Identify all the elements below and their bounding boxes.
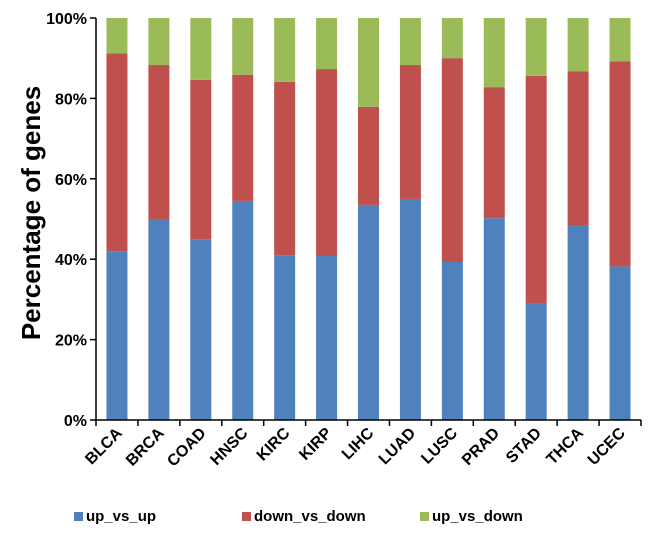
y-tick-label: 40% [55, 252, 87, 269]
legend-label-up-vs-up: up_vs_up [86, 508, 156, 525]
legend-label-up-vs-down: up_vs_down [432, 508, 523, 525]
bar-stad-down-vs-down [525, 75, 547, 304]
bar-prad-down-vs-down [483, 87, 505, 219]
bar-ucec-up-vs-down [609, 18, 631, 62]
x-category-label: UCEC [585, 424, 629, 468]
legend-label-down-vs-down: down_vs_down [254, 508, 366, 525]
bar-hnsc-down-vs-down [232, 74, 254, 201]
bar-stad-up-vs-down [525, 18, 547, 76]
bar-kirc-down-vs-down [274, 81, 296, 256]
bar-prad-up-vs-up [483, 218, 505, 420]
legend-swatch-up-vs-up [74, 512, 83, 521]
bar-luad-down-vs-down [399, 65, 421, 199]
bar-hnsc-up-vs-down [232, 18, 254, 75]
bar-prad-up-vs-down [483, 18, 505, 88]
bar-blca-up-vs-down [106, 18, 128, 54]
x-category-label: LIHC [339, 424, 378, 463]
bar-lusc-up-vs-up [441, 262, 463, 420]
bar-lusc-down-vs-down [441, 58, 463, 263]
y-tick-label: 0% [64, 413, 87, 430]
bars-layer [106, 18, 631, 420]
bar-ucec-down-vs-down [609, 61, 631, 267]
bar-thca-up-vs-down [567, 18, 589, 72]
bar-brca-down-vs-down [148, 65, 170, 219]
bar-thca-down-vs-down [567, 71, 589, 226]
legend-swatch-up-vs-down [420, 512, 429, 521]
x-category-label: THCA [544, 424, 588, 468]
x-category-label: LUAD [376, 425, 419, 468]
bar-brca-up-vs-up [148, 219, 170, 420]
bar-coad-up-vs-down [190, 18, 212, 80]
bar-blca-up-vs-up [106, 251, 128, 420]
bar-luad-up-vs-down [399, 18, 421, 66]
x-category-label: HNSC [207, 424, 251, 468]
legend: up_vs_up down_vs_down up_vs_down [74, 508, 523, 525]
x-category-label: KIRP [296, 425, 335, 464]
bar-kirc-up-vs-up [274, 255, 296, 420]
bar-stad-up-vs-up [525, 303, 547, 420]
bar-hnsc-up-vs-up [232, 200, 254, 420]
x-category-label: PRAD [459, 425, 503, 469]
x-category-label: BLCA [82, 424, 126, 468]
bar-blca-down-vs-down [106, 53, 128, 252]
bar-brca-up-vs-down [148, 18, 170, 66]
y-tick-label: 80% [55, 91, 87, 108]
bar-lihc-up-vs-up [358, 204, 379, 420]
y-tick-label: 20% [55, 333, 87, 350]
bar-kirp-up-vs-down [316, 18, 338, 70]
x-category-label: STAD [503, 425, 545, 467]
bar-kirc-up-vs-down [274, 18, 296, 82]
bar-luad-up-vs-up [399, 198, 421, 420]
x-category-label: LUSC [418, 424, 461, 467]
y-tick-label: 60% [55, 172, 87, 189]
x-category-label: BRCA [123, 424, 168, 469]
x-category-label: COAD [164, 425, 209, 470]
bar-coad-up-vs-up [190, 239, 212, 420]
x-category-label: KIRC [254, 424, 294, 464]
y-axis-ticks: 0% 20% 40% 60% 80% 100% [46, 11, 96, 430]
bar-lusc-up-vs-down [441, 18, 463, 59]
bar-coad-down-vs-down [190, 79, 212, 240]
y-tick-label: 100% [46, 11, 87, 28]
bar-kirp-down-vs-down [316, 69, 338, 256]
bar-thca-up-vs-up [567, 225, 589, 420]
legend-swatch-down-vs-down [242, 512, 251, 521]
bar-lihc-down-vs-down [358, 106, 379, 205]
bar-ucec-up-vs-up [609, 266, 631, 420]
bar-kirp-up-vs-up [316, 255, 338, 420]
y-axis-title: Percentage of genes [16, 86, 46, 340]
bar-lihc-up-vs-down [358, 18, 379, 107]
